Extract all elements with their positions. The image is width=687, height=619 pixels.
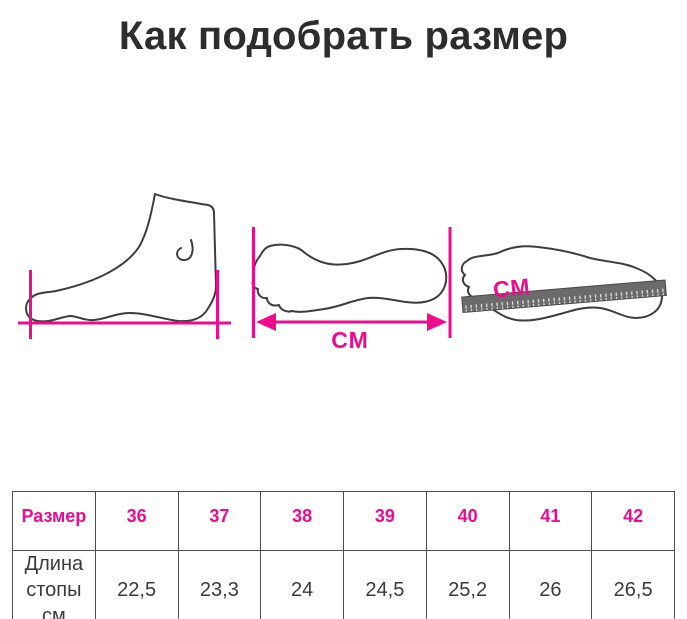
page-title: Как подобрать размер [118, 14, 569, 58]
size-table: Размер 36 37 38 39 40 41 42 Длина стопы … [12, 491, 675, 619]
length-value: 25,2 [425, 550, 510, 619]
size-value: 36 [94, 491, 179, 551]
length-value: 24,5 [343, 550, 427, 619]
cm-label-ruler: СМ [492, 273, 532, 303]
side-foot-illustration [18, 193, 231, 339]
size-header-cell: Размер [12, 491, 96, 551]
size-value: 42 [591, 491, 675, 551]
ankle-bone-mark [176, 239, 194, 262]
size-value: 41 [508, 491, 593, 551]
length-measure [252, 227, 452, 338]
side-foot-outline [25, 193, 217, 323]
size-value: 38 [260, 491, 344, 551]
arrowhead-left [256, 313, 276, 331]
ruler [461, 279, 667, 314]
size-value: 39 [343, 491, 427, 551]
footprint-arrow-illustration: СМ [251, 227, 452, 353]
length-value: 24 [260, 550, 344, 619]
length-label-line2: см [42, 605, 66, 619]
size-value: 37 [177, 491, 262, 551]
footprint-outline [251, 243, 448, 313]
ruler-tick-strip [463, 288, 666, 312]
length-value: 26 [508, 550, 593, 619]
footprint-ruler-illustration: СМ [460, 245, 667, 322]
length-value: 22,5 [94, 550, 179, 619]
length-label-cell: Длина стопы см [12, 550, 96, 619]
length-value: 23,3 [177, 550, 262, 619]
length-label-line1: Длина стопы [24, 553, 84, 601]
size-value: 40 [425, 491, 510, 551]
length-row: Длина стопы см 22,5 23,3 24 24,5 25,2 26… [12, 550, 675, 619]
length-value: 26,5 [591, 550, 675, 619]
measurement-illustrations: СМ СМ [18, 193, 667, 353]
size-header-row: Размер 36 37 38 39 40 41 42 [12, 491, 675, 551]
arrowhead-right [427, 313, 447, 331]
cm-label-arrow: СМ [331, 327, 368, 353]
side-foot-measure-lines [18, 270, 231, 339]
